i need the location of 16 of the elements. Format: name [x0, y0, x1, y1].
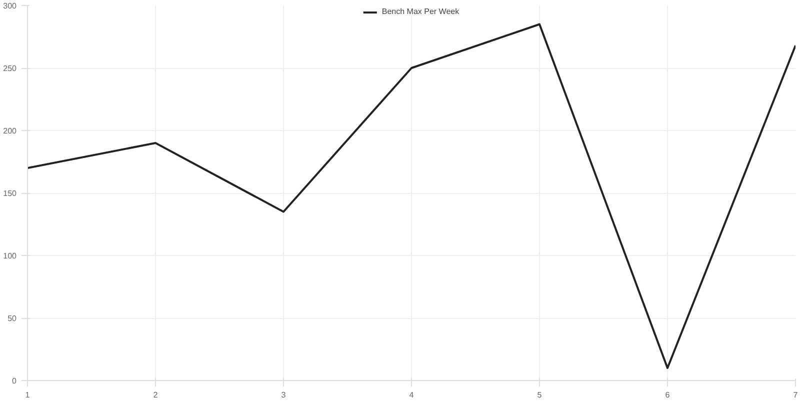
x-tick-label: 2	[153, 390, 158, 400]
x-tick-label: 3	[281, 390, 286, 400]
y-tick-label: 300	[3, 2, 18, 10]
x-tick-label: 1	[25, 390, 30, 400]
legend-label: Bench Max Per Week	[382, 7, 460, 16]
y-tick-label: 250	[3, 64, 18, 73]
y-tick-label: 100	[3, 252, 18, 260]
x-tick-label: 6	[665, 390, 670, 400]
x-tick-label: 4	[409, 390, 414, 400]
x-tick-label: 7	[793, 390, 798, 400]
y-tick-label: 200	[3, 126, 18, 136]
x-tick-label: 5	[537, 390, 542, 400]
y-tick-label: 50	[8, 314, 18, 323]
y-tick-label: 150	[3, 189, 18, 198]
y-tick-label: 0	[12, 376, 18, 386]
line-series	[28, 23, 796, 369]
